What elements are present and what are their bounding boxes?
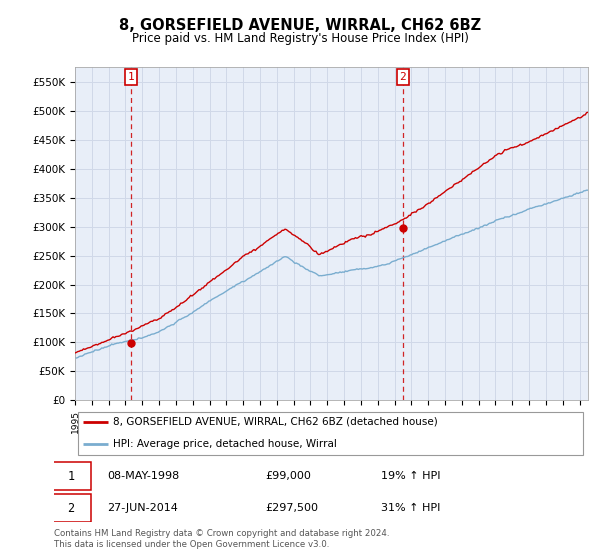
Text: Price paid vs. HM Land Registry's House Price Index (HPI): Price paid vs. HM Land Registry's House … [131,32,469,45]
Text: 31% ↑ HPI: 31% ↑ HPI [382,503,441,513]
Text: 1: 1 [68,470,75,483]
Text: Contains HM Land Registry data © Crown copyright and database right 2024.
This d: Contains HM Land Registry data © Crown c… [54,529,389,549]
Text: 08-MAY-1998: 08-MAY-1998 [107,471,179,481]
Text: £99,000: £99,000 [265,471,311,481]
Text: 19% ↑ HPI: 19% ↑ HPI [382,471,441,481]
Text: 8, GORSEFIELD AVENUE, WIRRAL, CH62 6BZ (detached house): 8, GORSEFIELD AVENUE, WIRRAL, CH62 6BZ (… [113,417,438,427]
FancyBboxPatch shape [52,494,91,522]
Text: HPI: Average price, detached house, Wirral: HPI: Average price, detached house, Wirr… [113,438,337,449]
Text: 1: 1 [128,72,135,82]
Text: 2: 2 [400,72,406,82]
FancyBboxPatch shape [77,412,583,455]
Text: £297,500: £297,500 [265,503,318,513]
FancyBboxPatch shape [52,463,91,490]
Text: 2: 2 [68,502,75,515]
Text: 27-JUN-2014: 27-JUN-2014 [107,503,178,513]
Text: 8, GORSEFIELD AVENUE, WIRRAL, CH62 6BZ: 8, GORSEFIELD AVENUE, WIRRAL, CH62 6BZ [119,18,481,33]
